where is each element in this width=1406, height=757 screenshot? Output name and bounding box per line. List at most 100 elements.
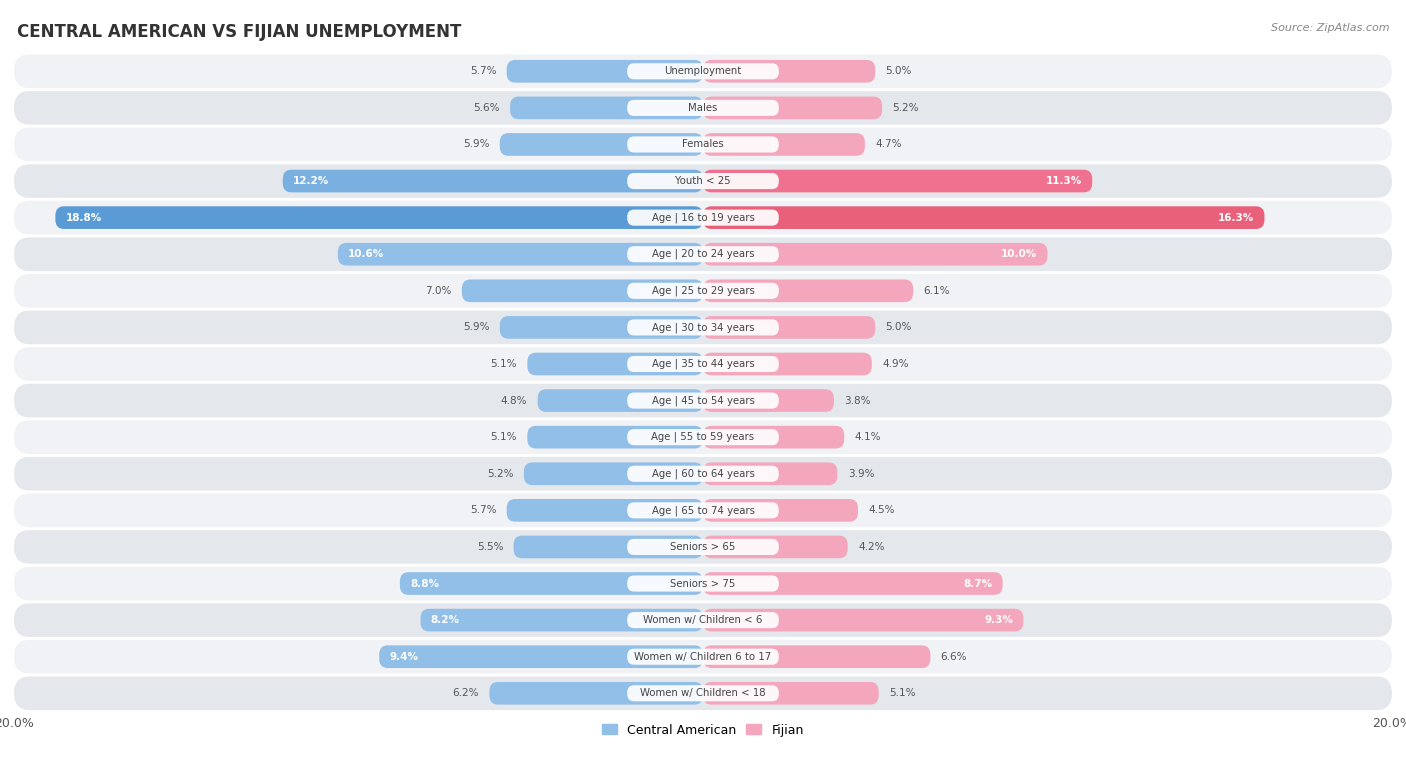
Text: 5.6%: 5.6% bbox=[474, 103, 499, 113]
FancyBboxPatch shape bbox=[627, 100, 779, 116]
Text: Age | 20 to 24 years: Age | 20 to 24 years bbox=[652, 249, 754, 260]
Text: 12.2%: 12.2% bbox=[292, 176, 329, 186]
FancyBboxPatch shape bbox=[703, 682, 879, 705]
Text: Seniors > 65: Seniors > 65 bbox=[671, 542, 735, 552]
Text: 5.0%: 5.0% bbox=[886, 322, 912, 332]
Text: Age | 30 to 34 years: Age | 30 to 34 years bbox=[652, 322, 754, 332]
Legend: Central American, Fijian: Central American, Fijian bbox=[598, 718, 808, 742]
FancyBboxPatch shape bbox=[703, 316, 875, 338]
FancyBboxPatch shape bbox=[703, 499, 858, 522]
FancyBboxPatch shape bbox=[489, 682, 703, 705]
FancyBboxPatch shape bbox=[627, 319, 779, 335]
Text: 5.2%: 5.2% bbox=[486, 469, 513, 478]
FancyBboxPatch shape bbox=[14, 567, 1392, 600]
Text: Women w/ Children < 6: Women w/ Children < 6 bbox=[644, 615, 762, 625]
Text: 6.6%: 6.6% bbox=[941, 652, 967, 662]
FancyBboxPatch shape bbox=[627, 393, 779, 409]
Text: 10.0%: 10.0% bbox=[1001, 249, 1038, 259]
FancyBboxPatch shape bbox=[627, 136, 779, 152]
Text: Females: Females bbox=[682, 139, 724, 149]
FancyBboxPatch shape bbox=[627, 649, 779, 665]
FancyBboxPatch shape bbox=[14, 128, 1392, 161]
Text: Age | 55 to 59 years: Age | 55 to 59 years bbox=[651, 432, 755, 442]
FancyBboxPatch shape bbox=[627, 246, 779, 262]
Text: 4.1%: 4.1% bbox=[855, 432, 882, 442]
Text: 5.2%: 5.2% bbox=[893, 103, 920, 113]
FancyBboxPatch shape bbox=[14, 238, 1392, 271]
Text: 5.1%: 5.1% bbox=[491, 359, 517, 369]
FancyBboxPatch shape bbox=[14, 457, 1392, 491]
FancyBboxPatch shape bbox=[627, 64, 779, 79]
FancyBboxPatch shape bbox=[380, 646, 703, 668]
FancyBboxPatch shape bbox=[627, 575, 779, 591]
Text: 4.7%: 4.7% bbox=[875, 139, 901, 149]
Text: 8.8%: 8.8% bbox=[411, 578, 439, 588]
FancyBboxPatch shape bbox=[55, 207, 703, 229]
FancyBboxPatch shape bbox=[14, 310, 1392, 344]
FancyBboxPatch shape bbox=[703, 243, 1047, 266]
FancyBboxPatch shape bbox=[14, 640, 1392, 674]
FancyBboxPatch shape bbox=[14, 530, 1392, 564]
FancyBboxPatch shape bbox=[627, 173, 779, 189]
Text: Age | 35 to 44 years: Age | 35 to 44 years bbox=[651, 359, 755, 369]
FancyBboxPatch shape bbox=[527, 426, 703, 448]
FancyBboxPatch shape bbox=[513, 536, 703, 558]
Text: Age | 60 to 64 years: Age | 60 to 64 years bbox=[651, 469, 755, 479]
FancyBboxPatch shape bbox=[283, 170, 703, 192]
Text: 5.0%: 5.0% bbox=[886, 67, 912, 76]
Text: 5.9%: 5.9% bbox=[463, 322, 489, 332]
Text: 6.1%: 6.1% bbox=[924, 286, 950, 296]
FancyBboxPatch shape bbox=[537, 389, 703, 412]
FancyBboxPatch shape bbox=[627, 356, 779, 372]
Text: 5.7%: 5.7% bbox=[470, 506, 496, 516]
Text: Unemployment: Unemployment bbox=[664, 67, 742, 76]
FancyBboxPatch shape bbox=[703, 536, 848, 558]
FancyBboxPatch shape bbox=[627, 612, 779, 628]
FancyBboxPatch shape bbox=[524, 463, 703, 485]
Text: 4.5%: 4.5% bbox=[869, 506, 894, 516]
FancyBboxPatch shape bbox=[14, 274, 1392, 307]
FancyBboxPatch shape bbox=[703, 609, 1024, 631]
FancyBboxPatch shape bbox=[703, 133, 865, 156]
FancyBboxPatch shape bbox=[337, 243, 703, 266]
FancyBboxPatch shape bbox=[703, 279, 912, 302]
Text: Age | 16 to 19 years: Age | 16 to 19 years bbox=[651, 213, 755, 223]
Text: 5.7%: 5.7% bbox=[470, 67, 496, 76]
Text: 3.8%: 3.8% bbox=[844, 396, 870, 406]
FancyBboxPatch shape bbox=[627, 283, 779, 299]
Text: Source: ZipAtlas.com: Source: ZipAtlas.com bbox=[1271, 23, 1389, 33]
FancyBboxPatch shape bbox=[14, 201, 1392, 235]
FancyBboxPatch shape bbox=[627, 429, 779, 445]
Text: 18.8%: 18.8% bbox=[66, 213, 103, 223]
Text: Age | 65 to 74 years: Age | 65 to 74 years bbox=[651, 505, 755, 516]
FancyBboxPatch shape bbox=[527, 353, 703, 375]
FancyBboxPatch shape bbox=[14, 420, 1392, 454]
FancyBboxPatch shape bbox=[627, 685, 779, 701]
FancyBboxPatch shape bbox=[627, 210, 779, 226]
FancyBboxPatch shape bbox=[627, 539, 779, 555]
FancyBboxPatch shape bbox=[627, 503, 779, 519]
Text: 16.3%: 16.3% bbox=[1218, 213, 1254, 223]
FancyBboxPatch shape bbox=[506, 499, 703, 522]
FancyBboxPatch shape bbox=[14, 164, 1392, 198]
FancyBboxPatch shape bbox=[14, 384, 1392, 417]
FancyBboxPatch shape bbox=[14, 91, 1392, 125]
FancyBboxPatch shape bbox=[506, 60, 703, 83]
Text: 5.9%: 5.9% bbox=[463, 139, 489, 149]
Text: 4.2%: 4.2% bbox=[858, 542, 884, 552]
FancyBboxPatch shape bbox=[14, 677, 1392, 710]
Text: Youth < 25: Youth < 25 bbox=[675, 176, 731, 186]
Text: 10.6%: 10.6% bbox=[349, 249, 384, 259]
Text: 8.2%: 8.2% bbox=[430, 615, 460, 625]
FancyBboxPatch shape bbox=[499, 133, 703, 156]
Text: Women w/ Children 6 to 17: Women w/ Children 6 to 17 bbox=[634, 652, 772, 662]
Text: Age | 25 to 29 years: Age | 25 to 29 years bbox=[651, 285, 755, 296]
FancyBboxPatch shape bbox=[499, 316, 703, 338]
Text: 5.5%: 5.5% bbox=[477, 542, 503, 552]
FancyBboxPatch shape bbox=[703, 572, 1002, 595]
Text: 5.1%: 5.1% bbox=[889, 688, 915, 698]
FancyBboxPatch shape bbox=[420, 609, 703, 631]
FancyBboxPatch shape bbox=[627, 466, 779, 481]
Text: Males: Males bbox=[689, 103, 717, 113]
Text: 3.9%: 3.9% bbox=[848, 469, 875, 478]
